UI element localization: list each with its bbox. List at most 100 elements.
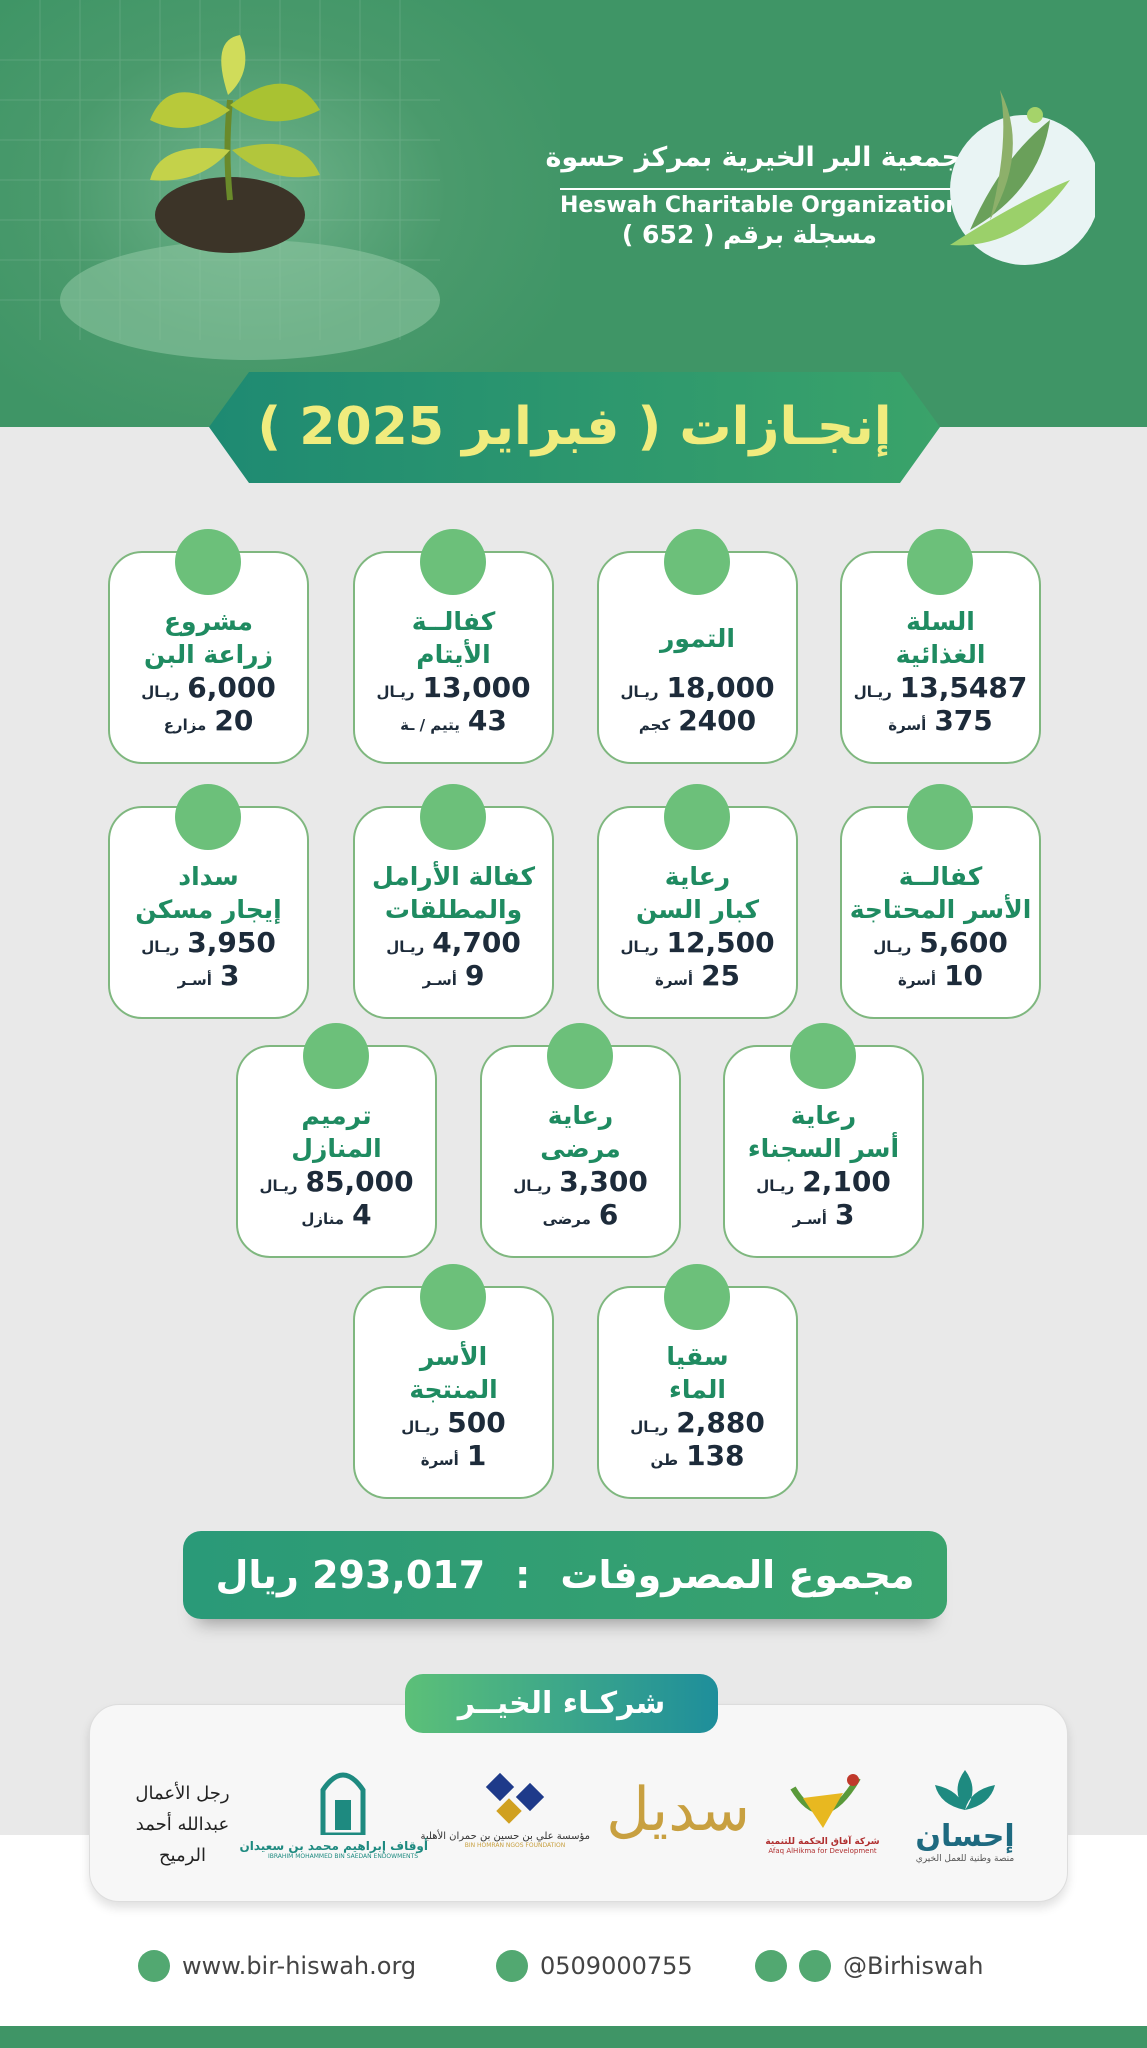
org-name-en: Heswah Charitable Organization [559, 188, 961, 218]
card-title-line: كفالة الأرامل [371, 862, 536, 891]
total-bar [183, 1531, 947, 1619]
count: 9 [464, 959, 485, 992]
card-badge [420, 784, 486, 850]
businessman-line: رجل الأعمال [135, 1783, 230, 1804]
card-badge [907, 529, 973, 595]
homran-name-ar: مؤسسة علي بن حسين بن حمران الأهلية [420, 1831, 590, 1842]
partners-title: شركـاء الخيــر [405, 1674, 718, 1733]
card-amount: 3,300 ريـال [482, 1165, 679, 1198]
instagram-icon [799, 1950, 831, 1982]
count: 2400 [678, 704, 757, 737]
card-title: السلة الغذائية [842, 605, 1039, 671]
unit: أسرة [420, 1451, 459, 1469]
website: www.bir-hiswah.org [182, 1952, 417, 1980]
amount: 3,950 [187, 926, 276, 959]
card-amount: 500 ريـال [355, 1406, 552, 1439]
title-banner [209, 372, 940, 483]
card-badge [175, 784, 241, 850]
count: 1 [466, 1439, 487, 1472]
homran-icon [485, 1772, 545, 1824]
card-badge [420, 529, 486, 595]
unit: كجم [638, 716, 671, 734]
count: 4 [352, 1198, 372, 1231]
social: @Birhiswah [843, 1952, 984, 1980]
amount: 6,000 [187, 671, 276, 704]
amount: 13,000 [422, 671, 531, 704]
partner-awqaf: أوقاف إبراهيم محمد بن سعيدان IBRAHIM MOH… [239, 1760, 428, 1860]
amount: 500 [447, 1406, 506, 1439]
card-title-line: أسر السجناء [747, 1134, 900, 1163]
card-badge [420, 1264, 486, 1330]
phone: 0509000755 [540, 1952, 693, 1980]
count: 138 [686, 1439, 745, 1472]
currency: ريـال [376, 683, 415, 701]
card-title-line: رعاية [790, 1101, 857, 1130]
ihsan-tagline: منصة وطنية للعمل الخيري [915, 1854, 1015, 1864]
twitter-icon [755, 1950, 787, 1982]
card-title-line: مرضى [540, 1134, 621, 1163]
partner-sadeel: سديل [606, 1775, 750, 1845]
unit: أسرة [897, 971, 937, 989]
currency: ريـال [141, 938, 180, 956]
card-title-line: والمطلقات [384, 895, 523, 924]
card-title-line: سقيا [666, 1342, 729, 1371]
card-title-line: ترميم [301, 1101, 372, 1130]
partner-ihsan: إحسان منصة وطنية للعمل الخيري [885, 1765, 1045, 1864]
card-title-line: الأسر المحتاجة [849, 895, 1032, 924]
currency: ريـال [141, 683, 180, 701]
businessman-line: عبدالله أحمد [135, 1814, 230, 1835]
currency: ريـال [401, 1418, 440, 1436]
card-title: سقيا الماء [599, 1340, 796, 1406]
card-title: الأسر المنتجة [355, 1340, 552, 1406]
card-badge [664, 784, 730, 850]
card-count: 3 أسـر [110, 959, 307, 992]
card-count: 20 مزارع [110, 704, 307, 737]
amount: 3,300 [559, 1165, 648, 1198]
header-photo [0, 0, 560, 427]
card-amount: 13,5487 ريـال [842, 671, 1039, 704]
amount: 12,500 [666, 926, 775, 959]
card-title-line: رعاية [664, 862, 731, 891]
header: جمعية البر الخيرية بمركز حسوة Heswah Cha… [0, 0, 1147, 427]
partners-box [89, 1704, 1068, 1902]
currency: ريـال [756, 1177, 795, 1195]
card-title-line: المنازل [291, 1134, 382, 1163]
count: 43 [467, 704, 507, 737]
card-title-line: رعاية [547, 1101, 614, 1130]
card-title-line: سداد [178, 862, 239, 891]
card-amount: 3,950 ريـال [110, 926, 307, 959]
org-logo [950, 90, 1095, 265]
card-amount: 6,000 ريـال [110, 671, 307, 704]
partner-businessman: رجل الأعمال عبدالله أحمد الرميح [115, 1778, 250, 1871]
unit: منازل [301, 1210, 345, 1228]
unit: أسرة [654, 971, 694, 989]
awqaf-name-ar: أوقاف إبراهيم محمد بن سعيدان [239, 1839, 428, 1853]
total: مجموع المصروفات : 293,017 ريال [183, 1531, 947, 1619]
card-title-line: مشروع [163, 607, 254, 636]
footer-phone: 0509000755 [496, 1948, 693, 1984]
count: 6 [598, 1198, 619, 1231]
amount: 4,700 [432, 926, 521, 959]
card-badge [547, 1023, 613, 1089]
card-title-line: الغذائية [895, 640, 986, 669]
count: 25 [701, 959, 741, 992]
achievement-card: رعاية مرضى 3,300 ريـال 6 مرضى [480, 1045, 681, 1258]
footer-website: www.bir-hiswah.org [138, 1948, 416, 1984]
whatsapp-icon [496, 1950, 528, 1982]
registration: مسجلة برقم ( 652 ) [621, 220, 877, 249]
org-name-ar: جمعية البر الخيرية بمركز حسوة [545, 142, 961, 173]
card-count: 375 أسرة [842, 704, 1039, 737]
card-title: رعاية كبار السن [599, 860, 796, 926]
businessman-line: الرميح [158, 1845, 207, 1866]
card-title-line: كبار السن [635, 895, 760, 924]
card-title-line: السلة [906, 607, 975, 636]
card-title: كفالــة الأيتام [355, 605, 552, 671]
unit: أسرة [888, 716, 927, 734]
afaq-icon [789, 1774, 861, 1828]
ihsan-name: إحسان [915, 1819, 1015, 1854]
card-count: 1 أسرة [355, 1439, 552, 1472]
card-count: 10 أسرة [842, 959, 1039, 992]
card-badge [175, 529, 241, 595]
currency: ريـال [259, 1177, 298, 1195]
ihsan-icon [935, 1770, 995, 1810]
